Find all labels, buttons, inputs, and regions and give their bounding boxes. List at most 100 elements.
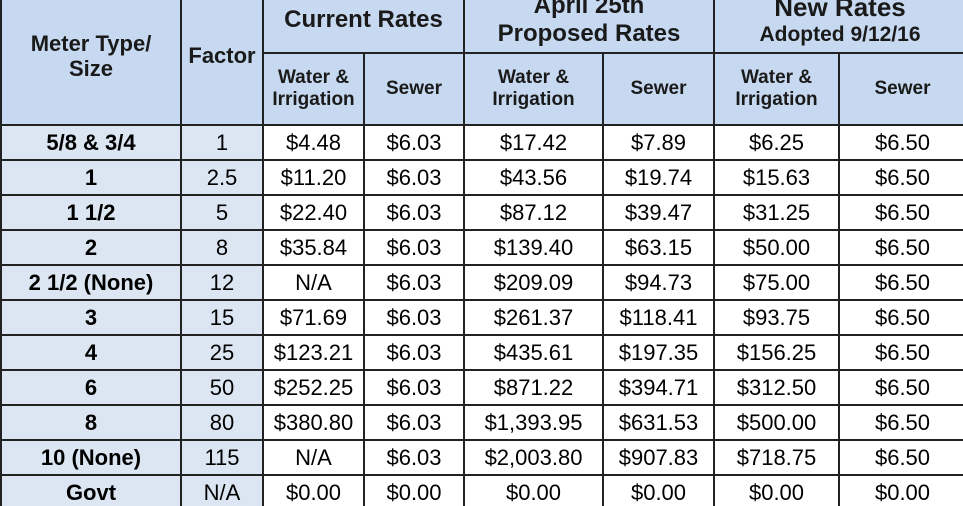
group-header: April 25th Proposed Rates bbox=[463, 0, 715, 54]
data-row: 6 50 $252.25 $6.03 $871.22 $394.71 $312.50 $6.5… bbox=[0, 369, 963, 406]
rate-cell: $94.73 bbox=[602, 264, 715, 301]
header-row: Meter Type/Size Factor Current Rates April … bbox=[0, 0, 963, 126]
rate-cell: $87.12 bbox=[463, 194, 604, 231]
rate-cell: $0.00 bbox=[463, 474, 604, 506]
rate-cell: 2.5 bbox=[180, 159, 264, 196]
rate-cell: $0.00 bbox=[838, 474, 963, 506]
rate-cell: 1 bbox=[180, 124, 264, 161]
meter-cell: 4 bbox=[0, 334, 182, 371]
subheader: Sewer bbox=[363, 52, 465, 126]
rate-cell: $6.03 bbox=[363, 229, 465, 266]
rate-cell: $6.03 bbox=[363, 124, 465, 161]
meter-cell: 8 bbox=[0, 404, 182, 441]
rate-cell: $6.03 bbox=[363, 439, 465, 476]
meter-cell: 1 bbox=[0, 159, 182, 196]
data-row: 2 8 $35.84 $6.03 $139.40 $63.15 $50.00 $6.50 bbox=[0, 229, 963, 266]
meter-cell: 10 (None) bbox=[0, 439, 182, 476]
rate-cell: $6.50 bbox=[838, 159, 963, 196]
rate-cell: $631.53 bbox=[602, 404, 715, 441]
header-line: April 25th bbox=[533, 0, 645, 20]
header-line: Irrigation bbox=[272, 89, 355, 110]
rate-cell: $435.61 bbox=[463, 334, 604, 371]
rate-cell: 50 bbox=[180, 369, 264, 406]
rate-cell: $139.40 bbox=[463, 229, 604, 266]
data-row: 4 25 $123.21 $6.03 $435.61 $197.35 $156.25 $6.5… bbox=[0, 334, 963, 371]
rate-cell: $39.47 bbox=[602, 194, 715, 231]
header-line: Water & bbox=[740, 67, 813, 89]
data-row: 8 80 $380.80 $6.03 $1,393.95 $631.53 $500.00 $6… bbox=[0, 404, 963, 441]
rate-cell: $252.25 bbox=[262, 369, 365, 406]
rate-cell: $71.69 bbox=[262, 299, 365, 336]
data-row: 10 (None) 115 N/A $6.03 $2,003.80 $907.83 $718… bbox=[0, 439, 963, 476]
rate-cell: $118.41 bbox=[602, 299, 715, 336]
meter-cell: 1 1/2 bbox=[0, 194, 182, 231]
rate-cell: $6.03 bbox=[363, 299, 465, 336]
rate-cell: $6.03 bbox=[363, 194, 465, 231]
rate-cell: N/A bbox=[262, 264, 365, 301]
header-line: Sewer bbox=[630, 78, 687, 100]
rate-cell: $35.84 bbox=[262, 229, 365, 266]
header-line: New Rates bbox=[774, 0, 906, 22]
data-row: 5/8 & 3/4 1 $4.48 $6.03 $17.42 $7.89 $6.25 $6.5… bbox=[0, 124, 963, 161]
rate-cell: $75.00 bbox=[713, 264, 840, 301]
rate-cell: $6.50 bbox=[838, 229, 963, 266]
rate-cell: $6.50 bbox=[838, 404, 963, 441]
rate-cell: $6.50 bbox=[838, 334, 963, 371]
rate-cell: $394.71 bbox=[602, 369, 715, 406]
rate-cell: $2,003.80 bbox=[463, 439, 604, 476]
data-row: 1 2.5 $11.20 $6.03 $43.56 $19.74 $15.63 $6.50 bbox=[0, 159, 963, 196]
subheader-row: Water & Irrigation Sewer Water & Irrigation S… bbox=[1, 52, 963, 126]
header-line: Water & bbox=[277, 67, 350, 89]
rate-cell: $17.42 bbox=[463, 124, 604, 161]
header-line: Proposed Rates bbox=[497, 20, 681, 47]
rate-cell: $6.03 bbox=[363, 159, 465, 196]
rate-cell: N/A bbox=[180, 474, 264, 506]
meter-cell: 5/8 & 3/4 bbox=[0, 124, 182, 161]
meter-cell: Govt bbox=[0, 474, 182, 506]
rate-cell: $123.21 bbox=[262, 334, 365, 371]
rate-cell: $15.63 bbox=[713, 159, 840, 196]
rate-cell: $6.50 bbox=[838, 264, 963, 301]
rate-cell: $4.48 bbox=[262, 124, 365, 161]
rate-cell: $6.50 bbox=[838, 439, 963, 476]
header-line: Current Rates bbox=[284, 6, 443, 34]
rate-cell: $907.83 bbox=[602, 439, 715, 476]
header-line: Size bbox=[68, 56, 114, 81]
rate-cell: 80 bbox=[180, 404, 264, 441]
subheader: Sewer bbox=[838, 52, 963, 126]
rate-cell: $6.03 bbox=[363, 369, 465, 406]
rate-cell: 25 bbox=[180, 334, 264, 371]
rate-cell: $0.00 bbox=[363, 474, 465, 506]
rate-cell: $50.00 bbox=[713, 229, 840, 266]
rate-cell: $718.75 bbox=[713, 439, 840, 476]
rate-cell: $6.50 bbox=[838, 124, 963, 161]
rate-cell: $871.22 bbox=[463, 369, 604, 406]
rate-cell: $6.25 bbox=[713, 124, 840, 161]
rate-cell: $93.75 bbox=[713, 299, 840, 336]
rate-cell: $6.50 bbox=[838, 299, 963, 336]
rate-cell: $312.50 bbox=[713, 369, 840, 406]
header-line: Sewer bbox=[874, 78, 931, 100]
header-line: Meter Type/ bbox=[30, 30, 152, 56]
subheader: Sewer bbox=[602, 52, 715, 126]
header-line: Adopted 9/12/16 bbox=[759, 22, 921, 46]
rate-cell: $500.00 bbox=[713, 404, 840, 441]
rate-cell: N/A bbox=[262, 439, 365, 476]
rate-cell: $6.03 bbox=[363, 264, 465, 301]
data-row: 1 1/2 5 $22.40 $6.03 $87.12 $39.47 $31.25 $6.50 bbox=[0, 194, 963, 231]
meter-cell: 3 bbox=[0, 299, 182, 336]
rate-cell: $0.00 bbox=[602, 474, 715, 506]
rate-cell: $7.89 bbox=[602, 124, 715, 161]
data-row: 2 1/2 (None) 12 N/A $6.03 $209.09 $94.73 $75.0… bbox=[0, 264, 963, 301]
rate-cell: $209.09 bbox=[463, 264, 604, 301]
group-header: Current Rates bbox=[262, 0, 465, 54]
header-line: Irrigation bbox=[735, 89, 818, 110]
rate-cell: $6.50 bbox=[838, 369, 963, 406]
rate-cell: $43.56 bbox=[463, 159, 604, 196]
rate-cell: $6.03 bbox=[363, 334, 465, 371]
rate-cell: 12 bbox=[180, 264, 264, 301]
rate-cell: $6.50 bbox=[838, 194, 963, 231]
data-row: Govt N/A $0.00 $0.00 $0.00 $0.00 $0.00 $0.00 bbox=[0, 474, 963, 506]
